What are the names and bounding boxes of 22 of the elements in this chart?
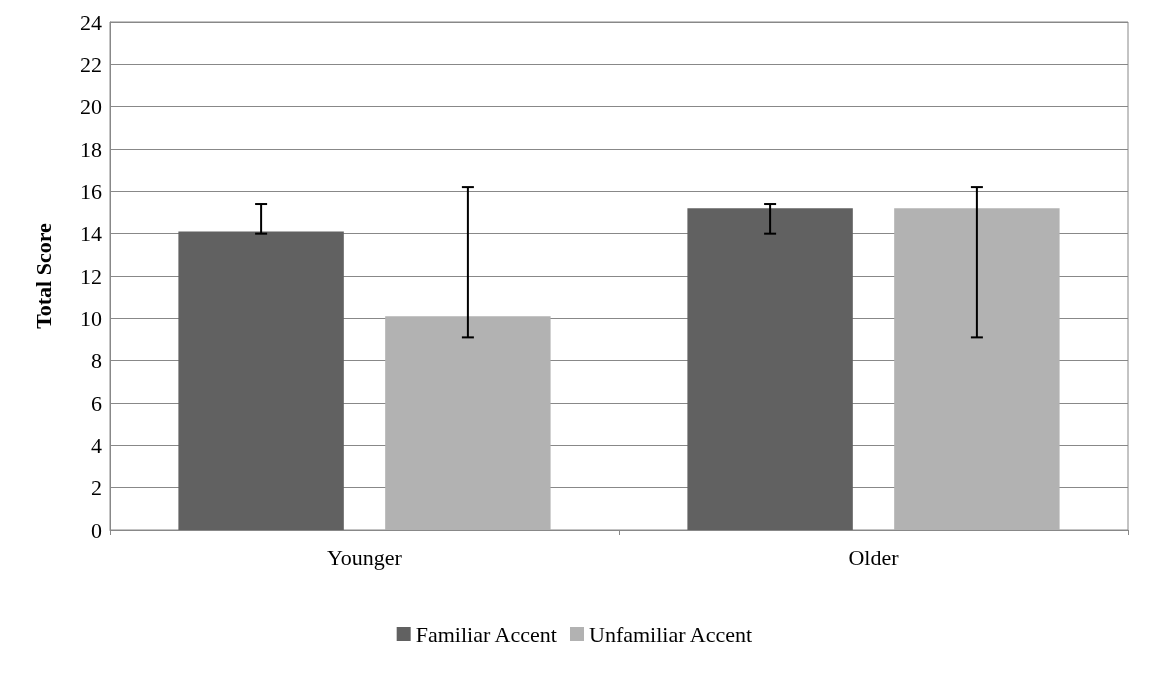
- y-tick-label: 20: [80, 94, 102, 120]
- x-tick-label: Older: [848, 544, 900, 570]
- y-tick-label: 8: [91, 348, 102, 374]
- y-tick-label: 22: [80, 51, 102, 77]
- y-axis-title: Total Score: [30, 222, 56, 329]
- y-tick-label: 14: [80, 221, 102, 247]
- legend-label: Unfamiliar Accent: [589, 621, 753, 647]
- legend-label: Familiar Accent: [415, 621, 557, 647]
- y-tick-label: 0: [91, 517, 102, 543]
- bar: [178, 231, 344, 530]
- bar: [687, 208, 853, 530]
- y-tick-label: 4: [91, 432, 102, 458]
- bar: [894, 208, 1060, 530]
- y-tick-label: 24: [80, 9, 102, 35]
- x-tick-label: Younger: [327, 544, 403, 570]
- y-tick-label: 18: [80, 136, 102, 162]
- y-tick-label: 16: [80, 178, 102, 204]
- y-tick-label: 12: [80, 263, 102, 289]
- y-tick-label: 10: [80, 305, 102, 331]
- y-tick-label: 2: [91, 475, 102, 501]
- bar: [385, 316, 551, 530]
- y-tick-label: 6: [91, 390, 102, 416]
